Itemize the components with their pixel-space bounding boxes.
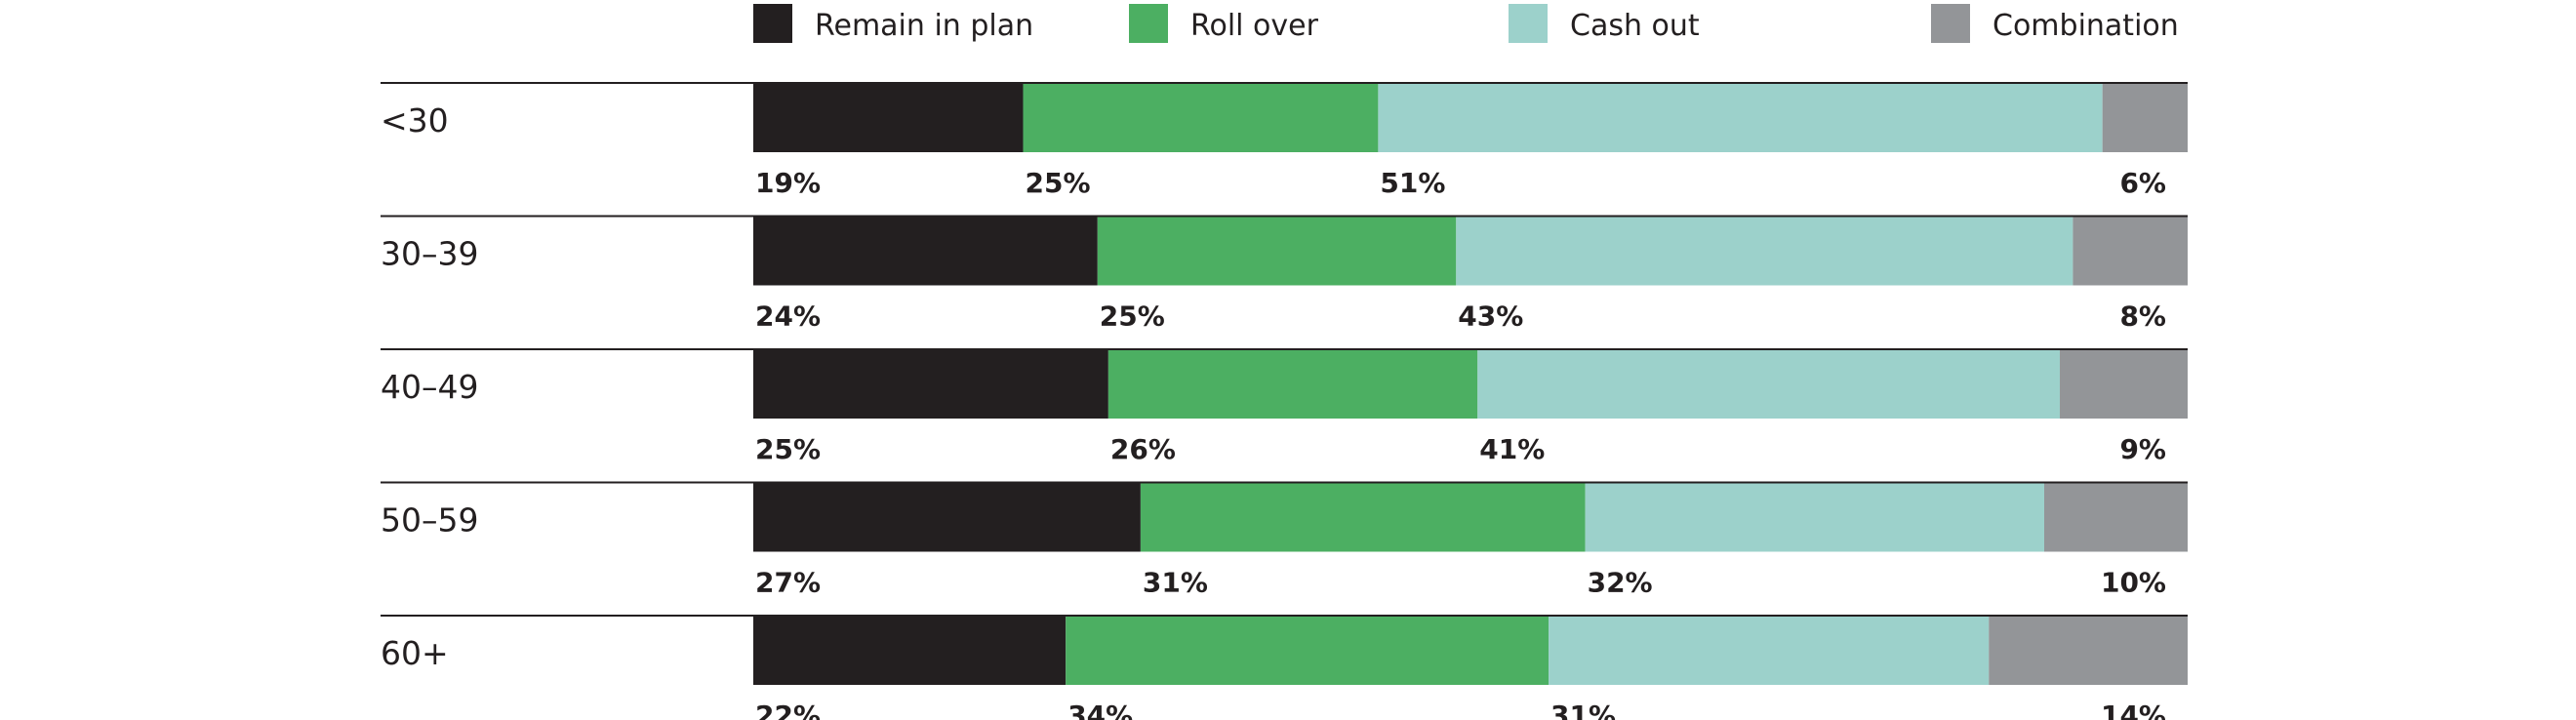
bar-segment-remain-in-plan [753, 84, 1024, 152]
bar-segment-roll-over [1023, 84, 1379, 152]
value-label-remain-in-plan: 27% [755, 567, 821, 599]
category-label: 40–49 [381, 368, 478, 406]
bar-segment-roll-over [1097, 217, 1457, 286]
value-label-combination: 6% [2119, 167, 2166, 199]
bar-segment-combination [2102, 84, 2188, 152]
legend-item-roll-over: Roll over [1129, 4, 1319, 43]
value-label-roll-over: 25% [1026, 167, 1091, 199]
value-label-cash-out: 41% [1479, 433, 1545, 465]
value-label-roll-over: 31% [1143, 567, 1208, 599]
legend-label: Remain in plan [815, 9, 1033, 43]
bar-segment-combination [2060, 350, 2188, 419]
legend-item-cash-out: Cash out [1509, 4, 1700, 43]
bar-segment-remain-in-plan [753, 483, 1141, 552]
value-label-roll-over: 26% [1110, 433, 1176, 465]
legend-swatch [1931, 4, 1970, 43]
value-label-remain-in-plan: 19% [755, 167, 821, 199]
legend-label: Combination [1992, 9, 2179, 43]
value-label-roll-over: 25% [1100, 300, 1165, 333]
row-60: 60+ 22% 34% 31% 14% [381, 615, 2188, 720]
bar-segment-cash-out [1585, 483, 2044, 552]
value-label-remain-in-plan: 25% [755, 433, 821, 465]
bar-segment-cash-out [1378, 84, 2103, 152]
bar-segment-roll-over [1066, 617, 1550, 685]
bar-segment-remain-in-plan [753, 617, 1067, 685]
legend-item-remain-in-plan: Remain in plan [753, 4, 1033, 43]
chart-rows: <30 19% 25% 51% 6% 30–39 24% 25% 43% 8% 40–49 25% 26… [381, 82, 2188, 720]
legend-label: Roll over [1190, 9, 1319, 43]
bar-segment-cash-out [1549, 617, 1990, 685]
row-40-49: 40–49 25% 26% 41% 9% [381, 348, 2188, 465]
value-label-remain-in-plan: 24% [755, 300, 821, 333]
bar-segment-combination [1989, 617, 2188, 685]
legend-swatch [1129, 4, 1168, 43]
category-label: <30 [381, 101, 449, 140]
value-label-combination: 10% [2101, 567, 2166, 599]
value-label-remain-in-plan: 22% [755, 700, 821, 720]
value-label-cash-out: 31% [1550, 700, 1616, 720]
value-label-roll-over: 34% [1067, 700, 1133, 720]
value-label-cash-out: 43% [1458, 300, 1523, 333]
row-50-59: 50–59 27% 31% 32% 10% [381, 481, 2188, 599]
category-label: 30–39 [381, 235, 478, 273]
legend-swatch [1509, 4, 1548, 43]
value-label-combination: 9% [2119, 433, 2166, 465]
row-under-30: <30 19% 25% 51% 6% [381, 82, 2188, 199]
bar-segment-remain-in-plan [753, 350, 1108, 419]
value-label-combination: 8% [2119, 300, 2166, 333]
bar-segment-combination [2073, 217, 2188, 286]
legend-label: Cash out [1570, 9, 1700, 43]
bar-segment-roll-over [1140, 483, 1586, 552]
bar-segment-combination [2044, 483, 2188, 552]
value-label-cash-out: 32% [1588, 567, 1653, 599]
bar-segment-roll-over [1107, 350, 1478, 419]
bar-segment-remain-in-plan [753, 217, 1098, 286]
category-label: 50–59 [381, 501, 478, 540]
row-30-39: 30–39 24% 25% 43% 8% [381, 215, 2188, 333]
bar-segment-cash-out [1456, 217, 2073, 286]
legend: Remain in plan Roll over Cash out Combinati… [753, 4, 2179, 43]
category-label: 60+ [381, 634, 449, 672]
value-label-combination: 14% [2101, 700, 2166, 720]
legend-swatch [753, 4, 792, 43]
bar-segment-cash-out [1477, 350, 2061, 419]
value-label-cash-out: 51% [1380, 167, 1445, 199]
legend-item-combination: Combination [1931, 4, 2179, 43]
